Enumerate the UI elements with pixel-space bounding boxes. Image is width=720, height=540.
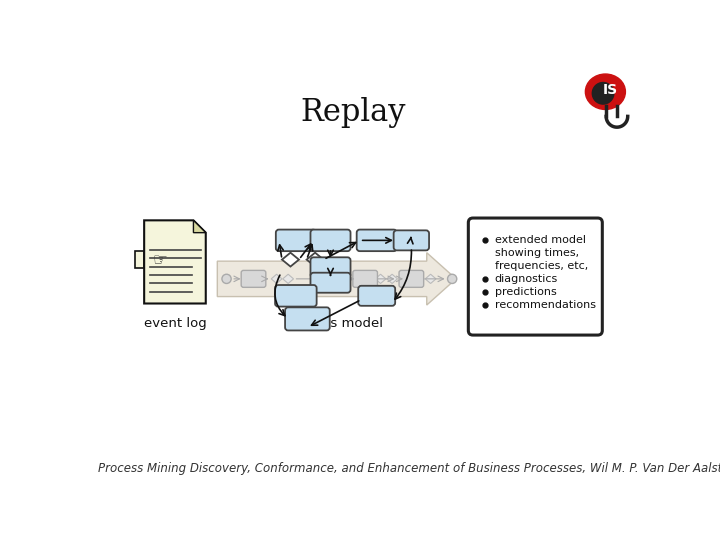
Polygon shape	[387, 274, 397, 284]
Circle shape	[448, 274, 456, 284]
Polygon shape	[321, 274, 332, 284]
Polygon shape	[283, 274, 294, 284]
Text: ☞: ☞	[152, 252, 167, 269]
FancyBboxPatch shape	[356, 230, 397, 251]
Text: frequencies, etc,: frequencies, etc,	[495, 261, 588, 271]
Polygon shape	[375, 274, 386, 284]
Circle shape	[222, 274, 231, 284]
Ellipse shape	[593, 83, 614, 104]
Text: recommendations: recommendations	[495, 300, 595, 310]
Text: showing times,: showing times,	[495, 248, 579, 258]
Polygon shape	[282, 253, 299, 267]
FancyBboxPatch shape	[285, 307, 330, 330]
Ellipse shape	[585, 74, 626, 110]
Text: event log: event log	[143, 318, 207, 330]
FancyBboxPatch shape	[359, 286, 395, 306]
Polygon shape	[426, 274, 436, 284]
FancyArrow shape	[217, 253, 456, 305]
Polygon shape	[144, 220, 206, 303]
Text: IS: IS	[603, 83, 618, 97]
Text: extended model: extended model	[495, 234, 585, 245]
FancyBboxPatch shape	[394, 231, 429, 251]
Polygon shape	[194, 220, 206, 233]
Text: Replay: Replay	[301, 97, 406, 128]
Text: diagnostics: diagnostics	[495, 274, 558, 284]
FancyBboxPatch shape	[353, 271, 377, 287]
FancyBboxPatch shape	[468, 218, 603, 335]
FancyBboxPatch shape	[399, 271, 423, 287]
FancyBboxPatch shape	[135, 251, 144, 268]
Polygon shape	[333, 274, 343, 284]
FancyBboxPatch shape	[275, 285, 317, 307]
FancyBboxPatch shape	[276, 230, 316, 251]
Polygon shape	[414, 274, 425, 284]
Polygon shape	[307, 253, 323, 267]
FancyBboxPatch shape	[241, 271, 266, 287]
Text: Process Mining Discovery, Conformance, and Enhancement of Business Processes, Wi: Process Mining Discovery, Conformance, a…	[98, 462, 720, 475]
FancyBboxPatch shape	[310, 257, 351, 278]
Polygon shape	[271, 274, 282, 284]
FancyBboxPatch shape	[310, 230, 351, 251]
Text: process model: process model	[286, 318, 383, 330]
FancyBboxPatch shape	[310, 273, 351, 293]
Text: predictions: predictions	[495, 287, 557, 297]
